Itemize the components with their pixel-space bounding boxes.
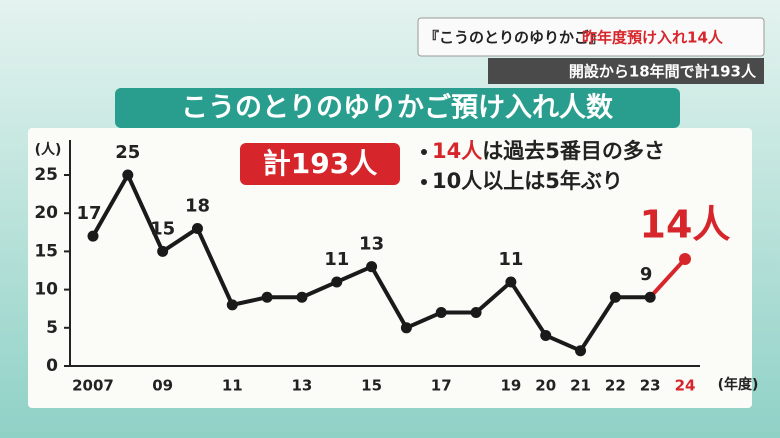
- x-tick-label: 17: [431, 377, 452, 395]
- point: [261, 291, 273, 303]
- x-tick-label: 20: [535, 377, 556, 395]
- headline: 昨年度預け入れ14人: [582, 29, 724, 47]
- line-last-segment: [648, 257, 687, 299]
- value-label: 11: [324, 249, 349, 270]
- value-label: 14人: [640, 203, 731, 247]
- total-badge-text: 計193人: [263, 147, 377, 180]
- y-tick-label: 20: [34, 203, 58, 223]
- point: [470, 307, 482, 319]
- value-label: 11: [498, 249, 523, 270]
- y-tick-label: 25: [34, 165, 58, 185]
- x-tick-label: 19: [500, 377, 521, 395]
- bullet: [421, 149, 427, 155]
- program-title: 『こうのとりのゆりかご』: [424, 29, 604, 47]
- x-tick-label: 11: [222, 377, 243, 395]
- point: [435, 307, 447, 319]
- x-tick-label: 23: [640, 377, 661, 395]
- chart-panel: [28, 128, 752, 408]
- point: [505, 276, 517, 288]
- headline-box: [417, 17, 765, 57]
- note-text: は過去5番目の多さ: [482, 139, 665, 163]
- total-badge: [240, 143, 400, 185]
- point: [296, 291, 308, 303]
- point: [540, 329, 552, 341]
- point: [191, 222, 203, 234]
- x-tick-label: 24: [675, 377, 696, 395]
- note-highlight: 14人: [432, 139, 482, 163]
- value-label: 13: [359, 234, 384, 255]
- x-unit: (年度): [718, 376, 759, 393]
- point: [366, 261, 378, 273]
- point: [122, 169, 134, 181]
- value-label: 25: [115, 142, 140, 163]
- point: [575, 345, 587, 357]
- value-label: 15: [150, 218, 175, 239]
- chart-title: こうのとりのゆりかご預け入れ人数: [181, 92, 614, 124]
- x-tick-label: 13: [292, 377, 313, 395]
- bullet: [421, 179, 427, 185]
- y-tick-label: 10: [34, 280, 58, 300]
- note: 14人は過去5番目の多さ: [432, 139, 665, 163]
- y-unit: (人): [35, 141, 62, 158]
- x-tick-label: 15: [361, 377, 382, 395]
- value-label: 18: [185, 195, 210, 216]
- point: [609, 291, 621, 303]
- point: [400, 322, 412, 334]
- point: [331, 276, 343, 288]
- value-label: 9: [640, 264, 653, 285]
- point: [644, 291, 656, 303]
- point: [157, 245, 169, 257]
- subhead: 開設から18年間で計193人: [569, 63, 757, 81]
- value-label: 17: [76, 203, 101, 224]
- subhead-box: [488, 58, 764, 84]
- x-tick-label: 22: [605, 377, 626, 395]
- y-tick-label: 5: [46, 318, 58, 338]
- point: [87, 230, 99, 242]
- note-text: 10人以上は5年ぶり: [432, 169, 623, 193]
- x-tick-label: 21: [570, 377, 591, 395]
- point: [226, 299, 238, 311]
- point: [679, 253, 691, 266]
- y-tick-label: 0: [46, 356, 58, 376]
- title-banner: [115, 88, 680, 128]
- y-tick-label: 15: [34, 241, 58, 261]
- x-tick-label: 09: [152, 377, 173, 395]
- x-tick-label: 2007: [72, 377, 114, 395]
- note: 10人以上は5年ぶり: [432, 169, 623, 193]
